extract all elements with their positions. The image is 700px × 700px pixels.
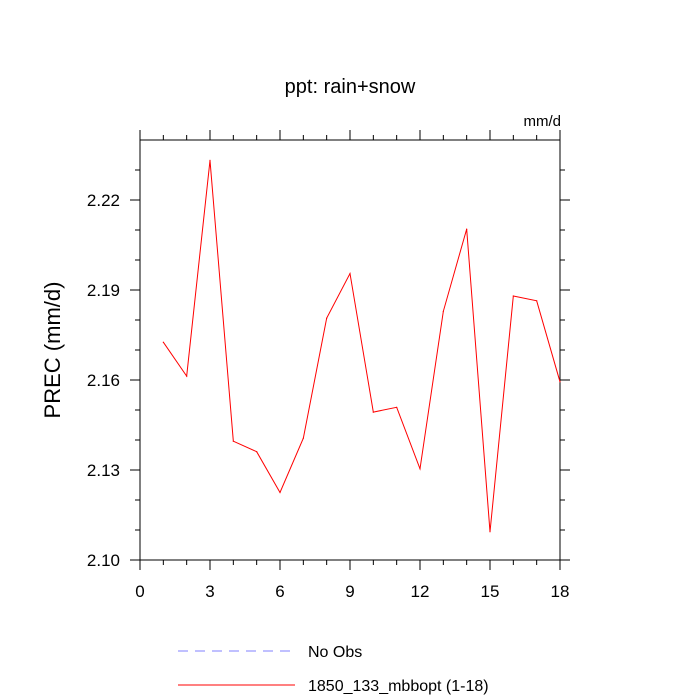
data-point	[559, 381, 561, 383]
data-point	[466, 228, 468, 230]
data-point	[419, 468, 421, 470]
data-point	[349, 272, 351, 275]
data-point	[162, 341, 164, 343]
legend: No Obs 1850_133_mbbopt (1-18)	[178, 644, 489, 695]
data-point	[326, 317, 328, 319]
x-tick-label: 18	[551, 582, 570, 601]
data-point	[536, 300, 538, 302]
data-point	[396, 406, 398, 408]
x-tick-label: 9	[345, 582, 354, 601]
axis-ticks	[130, 130, 570, 570]
data-point	[442, 310, 444, 312]
data-point	[279, 491, 281, 494]
x-tick-label: 0	[135, 582, 144, 601]
units-label: mm/d	[524, 113, 562, 130]
x-tick-label: 3	[205, 582, 214, 601]
x-tick-label: 15	[481, 582, 500, 601]
plot-frame	[139, 139, 561, 561]
data-point	[489, 531, 491, 533]
y-tick-label: 2.10	[87, 551, 120, 570]
y-tick-label: 2.22	[87, 191, 120, 210]
series-line	[162, 160, 561, 532]
legend-label: No Obs	[308, 644, 362, 661]
tick-labels: 0 3 6 9 12 15 18 2.10 2.13 2.16 2.19 2.22	[87, 191, 570, 601]
data-point	[512, 295, 514, 297]
data-point	[372, 411, 374, 413]
x-tick-label: 6	[275, 582, 284, 601]
legend-label: 1850_133_mbbopt (1-18)	[308, 678, 489, 695]
data-point	[209, 159, 211, 161]
data-point	[256, 451, 258, 453]
data-point	[186, 375, 188, 377]
data-point	[302, 437, 304, 439]
y-tick-label: 2.13	[87, 461, 120, 480]
y-axis-label: PREC (mm/d)	[40, 282, 65, 419]
data-point	[232, 440, 234, 442]
y-tick-label: 2.16	[87, 371, 120, 390]
y-tick-label: 2.19	[87, 281, 120, 300]
series-layer	[162, 159, 561, 533]
chart-title: ppt: rain+snow	[285, 76, 416, 98]
x-tick-label: 12	[411, 582, 430, 601]
